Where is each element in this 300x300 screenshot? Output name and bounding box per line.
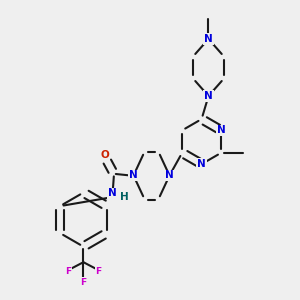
Text: N: N (204, 34, 213, 44)
Text: F: F (65, 267, 71, 276)
Text: F: F (95, 267, 101, 276)
Text: H: H (119, 191, 128, 202)
Text: N: N (217, 125, 226, 135)
Text: N: N (165, 170, 174, 181)
Text: O: O (100, 150, 109, 160)
Text: N: N (108, 188, 117, 199)
Text: F: F (80, 278, 86, 287)
Text: N: N (129, 170, 138, 181)
Text: N: N (204, 91, 213, 101)
Text: N: N (197, 159, 206, 169)
